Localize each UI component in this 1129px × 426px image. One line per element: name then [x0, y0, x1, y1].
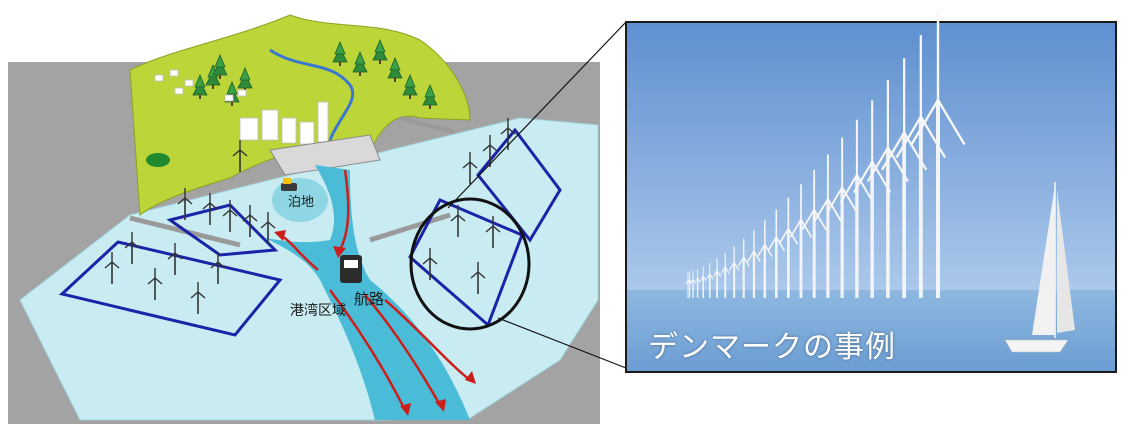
- photo-turbine: [813, 154, 842, 298]
- wharf: [269, 134, 381, 176]
- photo-turbine: [694, 268, 701, 298]
- photo-turbine: [686, 271, 693, 298]
- photo-turbine: [690, 270, 696, 298]
- channel-label: 航路: [354, 290, 384, 308]
- photo-turbine: [826, 137, 858, 298]
- anchorage-label: 泊地: [288, 195, 314, 210]
- photo-turbine: [712, 258, 722, 298]
- breakwater: [369, 212, 451, 243]
- ship-icon: [281, 178, 362, 283]
- breakwater: [399, 116, 456, 134]
- photo-turbine: [699, 266, 707, 298]
- photo-turbine: [778, 197, 799, 298]
- photo-turbine: [728, 246, 740, 298]
- connector-line: [447, 21, 627, 209]
- photo-turbine: [737, 238, 750, 298]
- sailboat-icon: [1004, 182, 1075, 353]
- building-icon: [154, 69, 329, 145]
- channel: [265, 165, 470, 420]
- river: [269, 48, 355, 141]
- photo-turbine: [839, 119, 875, 298]
- photo-panel: [625, 10, 1117, 373]
- photo-turbine: [747, 230, 761, 298]
- photo-caption: デンマークの事例: [648, 330, 896, 365]
- highlight-circle: [409, 197, 531, 331]
- photo-turbine: [706, 262, 714, 298]
- photo-turbine: [910, 10, 966, 298]
- pond: [146, 153, 170, 167]
- photo-turbine: [789, 184, 813, 298]
- photo-turbines: [685, 10, 966, 298]
- connector-line: [497, 317, 627, 369]
- land-area: [129, 14, 471, 216]
- port-area-label: 港湾区域: [290, 302, 346, 319]
- sea-area: [19, 117, 599, 421]
- arrowheads: [274, 230, 476, 416]
- photo-turbine: [767, 209, 786, 298]
- photo-turbine: [801, 169, 827, 298]
- photo-turbine: [720, 252, 730, 298]
